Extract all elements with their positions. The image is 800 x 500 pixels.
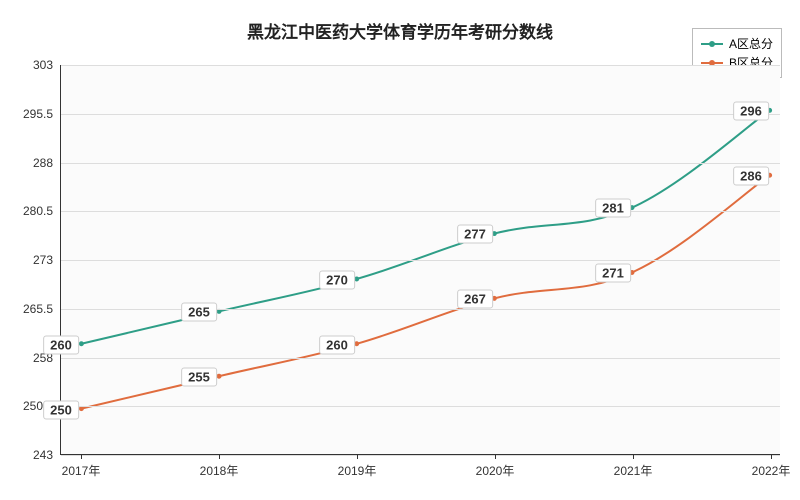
- y-tick-label: 265.5: [23, 302, 61, 316]
- data-label: 260: [319, 335, 355, 354]
- data-label: 296: [733, 101, 769, 120]
- legend-swatch-b: [701, 62, 723, 64]
- y-tick-label: 280.5: [23, 204, 61, 218]
- data-label: 250: [43, 400, 79, 419]
- x-tick-label: 2020年: [476, 454, 515, 479]
- grid-line: [61, 65, 780, 66]
- plot-area: 243250.5258265.5273280.5288295.53032017年…: [60, 65, 780, 455]
- y-tick-label: 243: [33, 448, 61, 462]
- data-label: 271: [595, 264, 631, 283]
- data-label: 255: [181, 368, 217, 387]
- grid-line: [61, 455, 780, 456]
- x-tick-label: 2019年: [338, 454, 377, 479]
- data-point: [354, 341, 359, 346]
- data-point: [354, 276, 359, 281]
- y-tick-label: 295.5: [23, 107, 61, 121]
- y-tick-label: 303: [33, 58, 61, 72]
- chart-container: 黑龙江中医药大学体育学历年考研分数线 A区总分 B区总分 243250.5258…: [0, 0, 800, 500]
- data-label: 277: [457, 225, 493, 244]
- data-label: 281: [595, 199, 631, 218]
- grid-line: [61, 260, 780, 261]
- grid-line: [61, 406, 780, 407]
- legend-label-a: A区总分: [729, 35, 773, 52]
- x-tick-label: 2017年: [62, 454, 101, 479]
- y-tick-label: 288: [33, 156, 61, 170]
- chart-title: 黑龙江中医药大学体育学历年考研分数线: [0, 18, 800, 43]
- legend-swatch-a: [701, 43, 723, 45]
- grid-line: [61, 163, 780, 164]
- data-point: [79, 341, 84, 346]
- data-label: 265: [181, 303, 217, 322]
- data-point: [217, 374, 222, 379]
- x-tick-label: 2021年: [614, 454, 653, 479]
- legend-item-a: A区总分: [701, 35, 773, 52]
- x-tick-label: 2022年: [752, 454, 791, 479]
- data-label: 286: [733, 166, 769, 185]
- data-label: 270: [319, 270, 355, 289]
- x-tick-label: 2018年: [200, 454, 239, 479]
- grid-line: [61, 211, 780, 212]
- data-label: 260: [43, 335, 79, 354]
- data-label: 267: [457, 290, 493, 309]
- grid-line: [61, 358, 780, 359]
- grid-line: [61, 114, 780, 115]
- grid-line: [61, 309, 780, 310]
- y-tick-label: 273: [33, 253, 61, 267]
